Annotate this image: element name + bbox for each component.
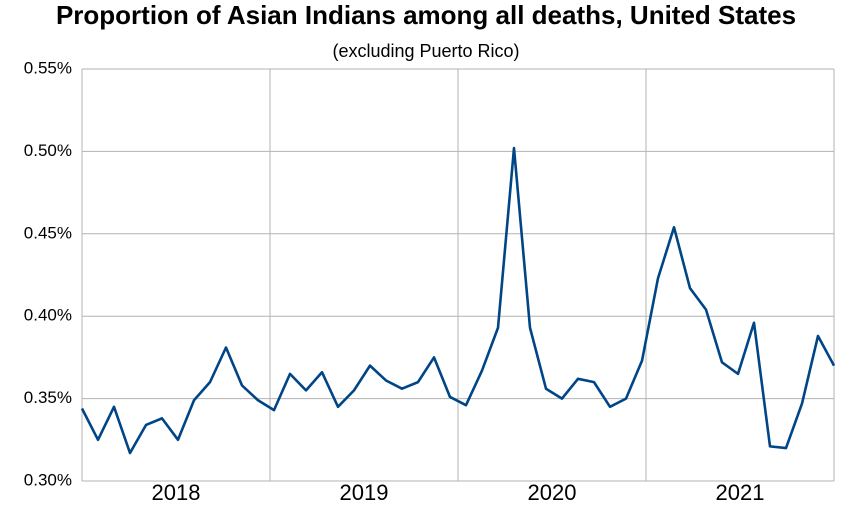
x-tick-label: 2018	[152, 480, 201, 505]
y-tick-label: 0.35%	[24, 388, 72, 407]
chart-title: Proportion of Asian Indians among all de…	[56, 0, 796, 30]
y-tick-label: 0.50%	[24, 141, 72, 160]
data-line	[80, 146, 836, 455]
y-tick-label: 0.40%	[24, 306, 72, 325]
y-tick-label: 0.45%	[24, 223, 72, 242]
y-tick-label: 0.55%	[24, 58, 72, 77]
x-tick-label: 2019	[340, 480, 389, 505]
chart-subtitle: (excluding Puerto Rico)	[332, 41, 519, 61]
x-tick-label: 2020	[528, 480, 577, 505]
x-tick-label: 2021	[716, 480, 765, 505]
y-tick-label: 0.30%	[24, 470, 72, 489]
